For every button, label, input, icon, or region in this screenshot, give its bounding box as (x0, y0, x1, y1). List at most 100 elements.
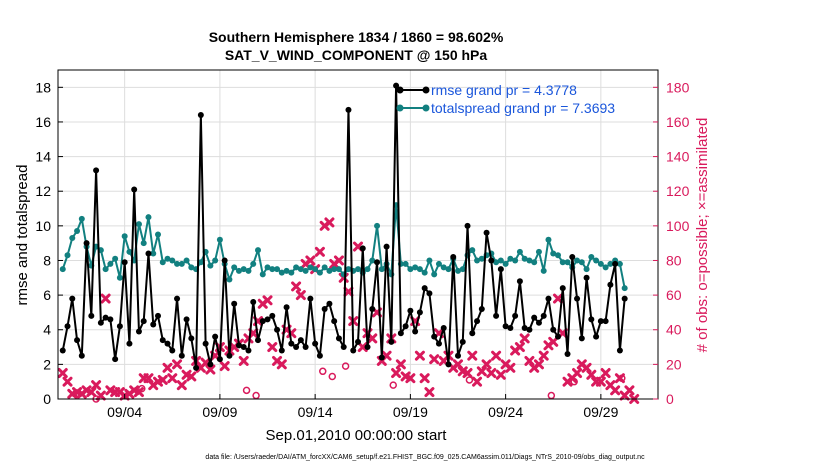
spread-point (293, 264, 300, 271)
data-file-footer: data file: /Users/raeder/DAI/ATM_forcXX/… (205, 454, 645, 461)
rmse-point (393, 82, 400, 89)
rmse-point (355, 338, 361, 345)
spread-point (121, 233, 128, 240)
rmse-point (364, 344, 371, 351)
obs-assimilated-marker (486, 368, 497, 379)
obs-assimilated-marker (157, 374, 168, 385)
rmse-point (97, 319, 104, 326)
spread-point (226, 276, 233, 283)
axes: 09/04 09/09 09/14 09/19 09/24 09/29 0 2 4 6 8 10 12 1… (35, 79, 689, 420)
obs-possible-marker (389, 381, 397, 389)
rmse-point (135, 328, 142, 335)
obs-assimilated-marker (291, 281, 302, 292)
y2-tick-label: 20 (666, 356, 682, 372)
rmse-point (302, 344, 309, 351)
obs-possible-marker (341, 362, 350, 370)
obs-assimilated-marker (172, 359, 183, 370)
obs-assimilated-marker (581, 362, 592, 373)
spread-point (307, 264, 314, 271)
rmse-point (116, 323, 123, 330)
spread-point (64, 252, 71, 259)
obs-assimilated-marker (305, 255, 316, 266)
rmse-point (588, 316, 595, 323)
obs-assimilated-marker (143, 373, 154, 384)
chart-title-line2: SAT_V_WIND_COMPONENT @ 150 hPa (225, 47, 488, 63)
y2-tick-label: 140 (666, 149, 690, 165)
spread-point (321, 264, 328, 271)
spread-point (240, 266, 247, 273)
rmse-point (269, 312, 276, 319)
rmse-point (140, 318, 147, 325)
spread-point (521, 255, 528, 262)
spread-point (412, 264, 419, 271)
rmse-point (216, 356, 223, 363)
spread-point (197, 259, 204, 266)
spread-point (59, 266, 66, 273)
rmse-point (340, 344, 347, 351)
spread-point (235, 267, 242, 274)
spread-point (288, 269, 295, 276)
spread-point (278, 269, 285, 276)
spread-point (331, 266, 338, 273)
rmse-point (240, 344, 247, 351)
spread-point (283, 267, 290, 274)
rmse-point (293, 344, 300, 351)
obs-assimilated-marker (238, 355, 249, 366)
obs-assimilated-marker (472, 376, 483, 387)
rmse-point (283, 304, 290, 311)
spread-point (188, 264, 195, 271)
rmse-point (250, 299, 257, 306)
obs-assimilated-marker (424, 387, 435, 398)
spread-point (135, 221, 142, 228)
spread-point (426, 257, 433, 264)
spread-point (116, 274, 123, 281)
spread-point (531, 259, 538, 266)
spread-point (207, 262, 214, 269)
plot-frame (57, 69, 659, 400)
obs-assimilated-marker (91, 380, 102, 391)
legend-label-rmse: rmse grand pr = 4.3778 (431, 82, 577, 98)
spread-point (345, 266, 352, 273)
obs-assimilated-marker (476, 366, 487, 377)
spread-point (178, 260, 185, 267)
obs-possible-marker (319, 367, 327, 376)
rmse-point (59, 347, 66, 354)
rmse-point (102, 314, 109, 321)
rmse-point (150, 321, 157, 328)
rmse-point (145, 250, 152, 257)
obs-assimilated-marker (167, 373, 178, 384)
y2-tick-label: 160 (666, 114, 690, 130)
rmse-point (412, 328, 419, 335)
rmse-point (512, 312, 519, 319)
rmse-point (83, 240, 90, 247)
y-tick-label: 8 (43, 252, 51, 268)
obs-assimilated-marker (505, 362, 516, 373)
rmse-point (469, 330, 476, 337)
spread-point (540, 267, 547, 274)
x-tick-label: 09/24 (488, 404, 523, 420)
spread-point (421, 269, 428, 276)
x-tick-label: 09/19 (393, 404, 428, 420)
obs-possible-marker (465, 376, 474, 384)
legend-marker-rmse (422, 86, 430, 94)
rmse-point (550, 326, 557, 333)
obs-assimilated-marker (186, 371, 197, 382)
rmse-point (174, 295, 181, 302)
spread-point (550, 250, 557, 257)
obs-assimilated-marker (553, 293, 563, 304)
spread-point (435, 260, 442, 267)
obs-assimilated-marker (595, 376, 606, 387)
rmse-point (583, 274, 590, 281)
spread-point (264, 264, 271, 271)
spread-point (535, 248, 542, 255)
rmse-point (335, 335, 342, 342)
rmse-point (440, 325, 447, 332)
spread-point (250, 260, 257, 267)
rmse-point (488, 257, 495, 264)
rmse-point (169, 347, 176, 354)
spread-point (526, 257, 533, 264)
spread-point (107, 260, 114, 267)
rmse-point (621, 295, 628, 302)
obs-assimilated-marker (276, 359, 287, 370)
